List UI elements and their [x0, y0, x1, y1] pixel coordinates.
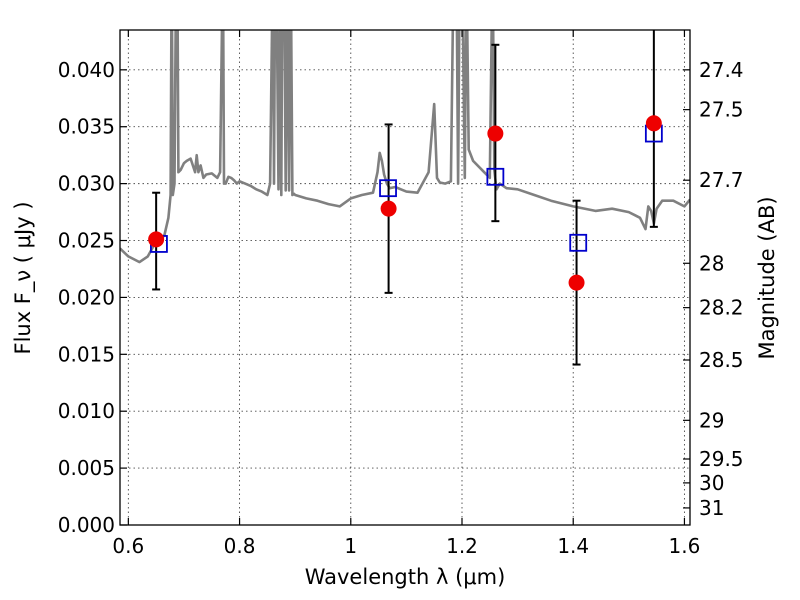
y-tick-label: 0.005	[58, 456, 115, 480]
right-tick-label: 27.5	[699, 98, 744, 122]
right-tick-label: 29.5	[699, 447, 744, 471]
x-axis-label-text: Wavelength λ (μm)	[305, 565, 506, 589]
y-tick-label: 0.035	[58, 115, 115, 139]
right-tick-label: 30	[699, 471, 724, 495]
right-tick-label: 28	[699, 251, 724, 275]
plot-frame	[119, 29, 691, 526]
x-tick-label: 1.4	[557, 534, 589, 558]
observed-point	[380, 200, 397, 217]
y-axis-label: Flux F_ν ( μJy )	[11, 201, 36, 354]
right-tick-label: 28.5	[699, 348, 744, 372]
right-tick-label: 28.2	[699, 296, 744, 320]
observed-point	[487, 125, 504, 142]
y-tick-label: 0.040	[58, 58, 115, 82]
y-tick-label: 0.015	[58, 342, 115, 366]
y-tick-label: 0.010	[58, 399, 115, 423]
model-band-marker	[486, 167, 505, 186]
observed-point	[568, 274, 585, 291]
y-axis-label-text: Flux F_ν ( μJy )	[11, 201, 36, 354]
model-spectrum-line	[120, 30, 690, 264]
y-tick-label: 0.030	[58, 172, 115, 196]
x-axis-label: Wavelength λ (μm)	[305, 565, 506, 589]
model-band-marker	[379, 179, 397, 198]
right-axis-label-text: Magnitude (AB)	[755, 196, 779, 359]
model-band-marker	[569, 233, 588, 252]
x-tick-label: 0.6	[112, 534, 144, 558]
observed-point	[148, 231, 165, 248]
observed-point	[645, 115, 662, 132]
right-tick-label: 31	[699, 496, 724, 520]
axis-ticks: 0.6 0.8 1 1.2 1.4 1.6 0.000 0.005 0.010 0.015 0.02…	[58, 30, 744, 558]
plot-area	[120, 30, 690, 366]
x-tick-label: 1	[344, 534, 357, 558]
y-tick-label: 0.020	[58, 285, 115, 309]
right-tick-label: 27.7	[699, 168, 744, 192]
x-tick-label: 1.6	[669, 534, 701, 558]
grid-lines	[120, 30, 690, 526]
y-tick-label: 0.000	[58, 513, 115, 537]
y-tick-label: 0.025	[58, 229, 115, 253]
x-tick-label: 1.2	[446, 534, 478, 558]
right-tick-label: 29	[699, 408, 724, 432]
right-tick-label: 27.4	[699, 58, 744, 82]
x-tick-label: 0.8	[224, 534, 256, 558]
right-axis-label: Magnitude (AB)	[755, 196, 779, 359]
